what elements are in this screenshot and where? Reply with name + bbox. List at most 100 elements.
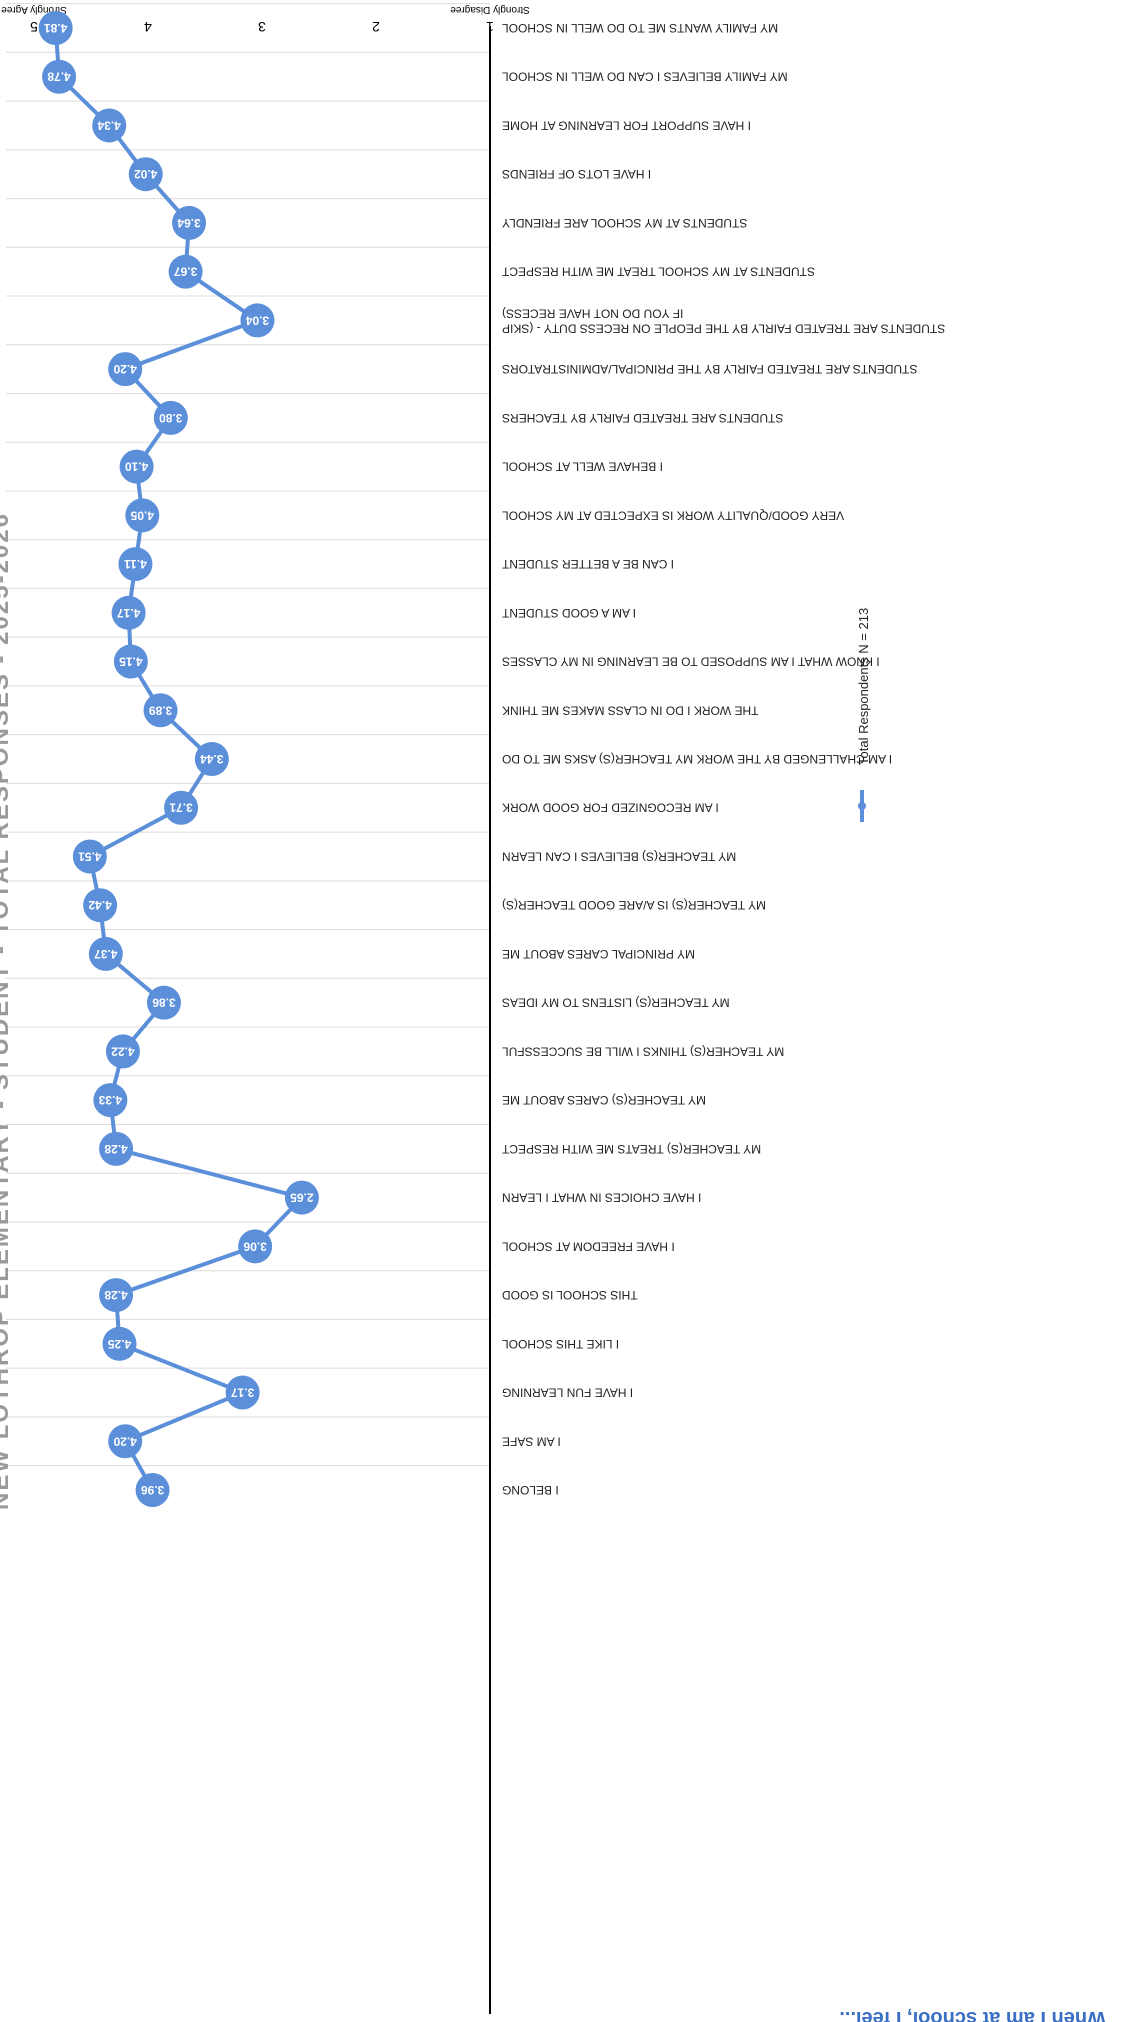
data-point (108, 1424, 143, 1459)
data-label: 4.51 (78, 849, 102, 863)
data-point (168, 254, 203, 289)
data-label: 4.42 (88, 898, 112, 912)
category-label: STUDENTS ARE TREATED FAIRLY BY TEACHERS (502, 411, 783, 425)
data-point (88, 936, 123, 971)
data-point (105, 1034, 140, 1069)
data-point (99, 1131, 134, 1166)
category-label: I AM SAFE (502, 1434, 561, 1448)
data-label: 3.86 (152, 996, 176, 1010)
data-point (238, 1229, 273, 1264)
category-label: I AM CHALLENGED BY THE WORK MY TEACHER(S… (502, 752, 892, 766)
data-label: 3.44 (200, 752, 224, 766)
data-label: 3.04 (245, 313, 269, 327)
category-label: I HAVE FUN LEARNING (502, 1386, 633, 1400)
data-point (284, 1180, 319, 1215)
value-tick-label: 2 (372, 19, 380, 35)
data-label: 4.34 (97, 118, 121, 132)
data-label: 4.81 (44, 21, 68, 35)
category-label: STUDENTS ARE TREATED FAIRLY BY THE PRINC… (502, 362, 917, 376)
category-label: I HAVE FREEDOM AT SCHOOL (502, 1239, 675, 1253)
value-tick-caption-high: Strongly Agree (1, 4, 67, 15)
category-label: I KNOW WHAT I AM SUPPOSED TO BE LEARNING… (502, 655, 880, 669)
category-label: MY TEACHER(S) IS A/ARE GOOD TEACHER(S) (502, 898, 766, 912)
data-point (128, 157, 163, 192)
data-label: 4.20 (113, 362, 137, 376)
value-tick-label: 5 (30, 19, 38, 35)
category-label: MY PRINCIPAL CARES ABOUT ME (502, 947, 695, 961)
data-label: 4.33 (98, 1093, 122, 1107)
data-label: 4.78 (47, 70, 71, 84)
data-label: 4.28 (104, 1142, 128, 1156)
category-label: I BEHAVE WELL AT SCHOOL (502, 460, 663, 474)
data-point (92, 108, 127, 143)
data-label: 3.06 (243, 1239, 267, 1253)
data-label: 4.15 (119, 655, 143, 669)
data-point (194, 742, 229, 776)
data-label: 4.22 (111, 1044, 135, 1058)
data-label: 4.28 (104, 1288, 128, 1302)
data-point (119, 449, 154, 484)
category-label: I HAVE SUPPORT FOR LEARNING AT HOME (502, 118, 751, 132)
data-label: 3.96 (141, 1483, 165, 1497)
category-label: MY TEACHER(S) LISTENS TO MY IDEAS (502, 996, 730, 1010)
data-point (146, 985, 181, 1020)
data-label: 4.10 (125, 460, 149, 474)
data-point (108, 352, 143, 387)
data-point (83, 888, 118, 923)
value-tick-label: 4 (144, 19, 152, 35)
category-label: THIS SCHOOL IS GOOD (502, 1288, 638, 1302)
data-point (38, 11, 73, 45)
data-point (93, 1083, 128, 1118)
data-label: 4.02 (134, 167, 158, 181)
category-labels: I BELONG I AM SAFE I HAVE FUN LEARNING I LI… (501, 21, 945, 1497)
data-label: 4.37 (94, 947, 118, 961)
data-point (153, 400, 188, 435)
category-label: MY TEACHER(S) TREATS ME WITH RESPECT (501, 1142, 761, 1156)
value-tick-caption-low: Strongly Disagree (450, 4, 530, 15)
data-point (111, 595, 146, 630)
data-label: 3.17 (231, 1386, 255, 1400)
category-label: I LIKE THIS SCHOOL (502, 1337, 619, 1351)
chart-subtitle: When I am at school, I feel... (839, 2007, 1106, 2022)
data-label: 3.80 (159, 411, 183, 425)
data-label: 3.64 (177, 216, 201, 230)
category-label: STUDENTS AT MY SCHOOL ARE FRIENDLY (502, 216, 747, 230)
category-label: MY TEACHER(S) CARES ABOUT ME (502, 1093, 706, 1107)
category-label: VERY GOOD/QUALITY WORK IS EXPECTED AT MY… (502, 508, 844, 522)
legend-label: Total Respondents N = 213 (856, 608, 871, 765)
data-point (143, 693, 178, 728)
legend-swatch-marker (858, 802, 866, 810)
data-points: 3.96 4.20 3.17 4.25 4.28 3.06 2.65 4.28 4.33 4.22… (38, 11, 319, 1507)
category-label-line: STUDENTS ARE TREATED FAIRLY BY THE PEOPL… (502, 321, 945, 335)
data-label: 4.05 (130, 508, 154, 522)
category-label: I CAN BE A BETTER STUDENT (501, 557, 674, 571)
legend: Total Respondents N = 213 (856, 608, 871, 822)
data-point (113, 644, 148, 679)
category-label: I HAVE LOTS OF FRIENDS (502, 167, 651, 181)
data-point (72, 839, 107, 874)
data-label: 4.20 (113, 1434, 137, 1448)
data-label: 4.11 (124, 557, 147, 571)
category-label-line: IF YOU DO NOT HAVE RECESS) (502, 306, 683, 320)
category-label: STUDENTS AT MY SCHOOL TREAT ME WITH RESP… (501, 265, 815, 279)
category-label: I HAVE CHOICES IN WHAT I LEARN (502, 1191, 701, 1205)
category-label: MY TEACHER(S) THINKS I WILL BE SUCCESSFU… (502, 1044, 785, 1058)
data-point (99, 1278, 134, 1313)
data-point (42, 59, 77, 94)
data-point (172, 205, 207, 240)
category-label: MY FAMILY BELIEVES I CAN DO WELL IN SCHO… (502, 70, 788, 84)
chart-frame: 1 2 3 4 5 Strongly Disagree Strongly Agree I B… (0, 3, 1106, 2022)
data-label: 4.17 (117, 606, 141, 620)
data-point (240, 303, 275, 338)
data-point (118, 547, 153, 582)
category-label: THE WORK I DO IN CLASS MAKES ME THINK (502, 703, 758, 717)
value-tick-label: 1 (486, 19, 494, 35)
category-label: MY TEACHER(S) BELIEVES I CAN LEARN (502, 849, 736, 863)
data-label: 4.25 (107, 1337, 131, 1351)
value-tick-labels: 1 2 3 4 5 Strongly Disagree Strongly Agree (1, 4, 530, 35)
data-point (225, 1375, 260, 1410)
data-label: 3.67 (174, 265, 198, 279)
category-label: I AM A GOOD STUDENT (501, 606, 636, 620)
category-label: MY FAMILY WANTS ME TO DO WELL IN SCHOOL (502, 21, 778, 35)
